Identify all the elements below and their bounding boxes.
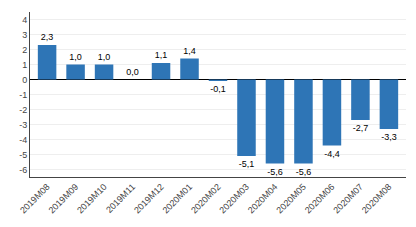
svg-text:-5,6: -5,6 [267,167,283,177]
svg-text:-4: -4 [19,135,27,145]
svg-text:2020M06: 2020M06 [303,182,337,216]
svg-text:-5,6: -5,6 [296,167,312,177]
svg-text:-0,1: -0,1 [210,84,226,94]
svg-text:1,0: 1,0 [69,52,82,62]
svg-text:1,1: 1,1 [155,50,168,60]
svg-text:2019M09: 2019M09 [47,182,81,216]
svg-text:2020M05: 2020M05 [274,182,308,216]
svg-text:0,0: 0,0 [126,67,139,77]
svg-text:-5,1: -5,1 [239,159,255,169]
svg-text:-2,7: -2,7 [353,123,369,133]
svg-text:-6: -6 [19,165,27,175]
svg-text:-3,3: -3,3 [381,132,397,142]
svg-text:3: 3 [22,30,27,40]
svg-text:4: 4 [22,15,27,25]
svg-text:-3: -3 [19,120,27,130]
svg-text:2020M04: 2020M04 [246,182,280,216]
svg-text:2020M02: 2020M02 [189,182,223,216]
svg-text:0: 0 [22,75,27,85]
svg-text:2020M08: 2020M08 [360,182,394,216]
svg-text:1,0: 1,0 [98,52,111,62]
svg-text:2020M01: 2020M01 [161,182,195,216]
svg-text:2019M11: 2019M11 [104,182,137,215]
svg-text:2019M10: 2019M10 [75,182,109,216]
svg-text:2: 2 [22,45,27,55]
svg-text:2,3: 2,3 [41,32,54,42]
svg-text:1,4: 1,4 [183,46,196,56]
svg-text:-2: -2 [19,105,27,115]
svg-text:2020M07: 2020M07 [331,182,365,216]
svg-text:-4,4: -4,4 [324,149,340,159]
svg-text:2020M03: 2020M03 [217,182,251,216]
svg-text:2019M12: 2019M12 [132,182,166,216]
svg-text:-1: -1 [19,90,27,100]
svg-text:-5: -5 [19,150,27,160]
svg-text:1: 1 [22,60,27,70]
svg-text:2019M08: 2019M08 [18,182,52,216]
